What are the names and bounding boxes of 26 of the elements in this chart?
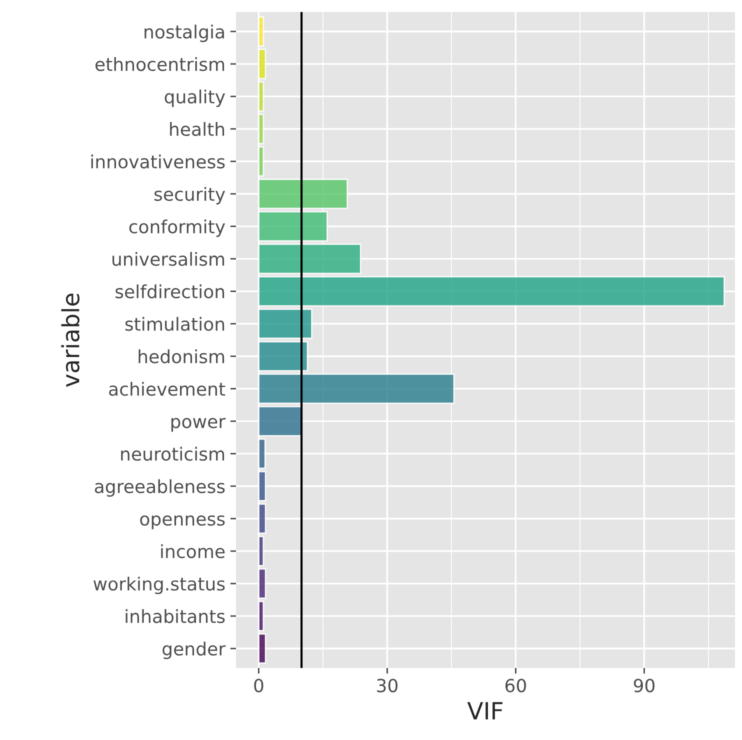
x-tick-label: 30 bbox=[377, 678, 398, 692]
y-tick-label: quality bbox=[164, 90, 226, 108]
y-axis-title: variable bbox=[61, 294, 80, 387]
y-tick-label: security bbox=[154, 187, 226, 204]
y-tick-label: income bbox=[161, 544, 225, 558]
y-tick-label: health bbox=[170, 122, 224, 136]
y-tick-label: openness bbox=[140, 515, 225, 530]
y-tick-label: inhabitants bbox=[126, 609, 225, 624]
x-tick-label: 60 bbox=[505, 678, 526, 692]
y-tick-label: achievement bbox=[109, 382, 226, 396]
x-tick-label: 0 bbox=[254, 678, 264, 692]
y-tick-label: selfdirection bbox=[116, 284, 224, 298]
y-tick-label: innovativeness bbox=[91, 154, 225, 169]
y-tick-label: power bbox=[171, 418, 226, 432]
y-tick-label: working.status bbox=[94, 576, 225, 594]
x-axis-title: VIF bbox=[467, 702, 502, 720]
y-tick-label: agreeableness bbox=[94, 479, 225, 497]
y-tick-label: hedonism bbox=[138, 349, 224, 364]
y-tick-label: universalism bbox=[112, 252, 224, 266]
y-tick-label: conformity bbox=[129, 219, 226, 237]
x-tick-label: 90 bbox=[634, 678, 654, 692]
y-tick-label: ethnocentrism bbox=[95, 57, 224, 72]
y-tick-label: neuroticism bbox=[121, 446, 224, 461]
y-tick-label: gender bbox=[162, 642, 226, 660]
y-tick-label: nostalgia bbox=[144, 24, 224, 42]
y-tick-label: stimulation bbox=[125, 316, 224, 331]
